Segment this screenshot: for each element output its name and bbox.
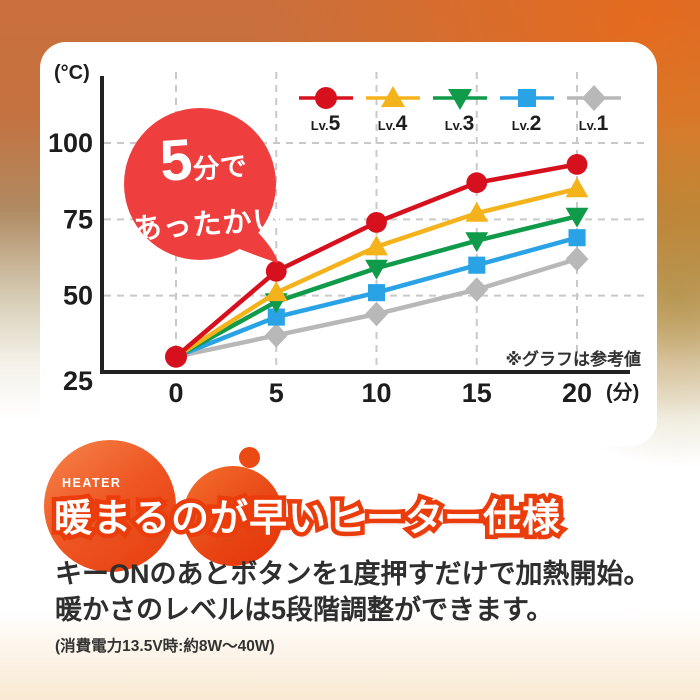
series-marker-lv3 bbox=[465, 232, 489, 253]
series-marker-lv2 bbox=[468, 256, 486, 274]
x-tick-label: 20 bbox=[562, 378, 592, 408]
legend-label: Lv.3 bbox=[445, 113, 475, 134]
speech-bubble-shape bbox=[124, 108, 278, 263]
legend-item-lv2: Lv.2 bbox=[493, 84, 560, 134]
section-title-outline: 暖まるのが早いヒーター仕様 bbox=[49, 494, 564, 545]
legend-marker-shape bbox=[517, 89, 536, 107]
series-marker-lv1 bbox=[465, 277, 489, 302]
series-marker-lv1 bbox=[365, 301, 388, 327]
legend-label-prefix: Lv. bbox=[377, 118, 396, 133]
series-marker-lv4 bbox=[264, 281, 288, 302]
legend-label: Lv.4 bbox=[378, 113, 408, 134]
x-tick-label: 0 bbox=[168, 378, 183, 408]
origin-marker bbox=[165, 345, 187, 368]
series-marker-lv3 bbox=[565, 207, 589, 228]
chart-legend: Lv.5 Lv.4 Lv.3 Lv.2 Lv.1 bbox=[292, 84, 627, 134]
series-marker-lv5 bbox=[265, 260, 287, 282]
legend-label-level: 4 bbox=[395, 112, 408, 135]
chart-reference-note: ※グラフは参考値 bbox=[505, 350, 641, 369]
legend-item-lv5: Lv.5 bbox=[292, 84, 359, 134]
legend-marker-shape bbox=[447, 89, 472, 110]
y-tick-label: 50 bbox=[63, 281, 93, 311]
description-block: キーONのあとボタンを1度押すだけで加熱開始。 暖かさのレベルは5段階調整ができ… bbox=[55, 556, 651, 656]
legend-marker-shape bbox=[380, 86, 405, 107]
series-marker-lv4 bbox=[565, 177, 589, 198]
series-marker-lv3 bbox=[365, 259, 388, 280]
series-marker-lv4 bbox=[465, 201, 489, 222]
section-title-text: 暖まるのが早いヒーター仕様 bbox=[54, 498, 562, 540]
legend-label-prefix: Lv. bbox=[511, 118, 530, 133]
bubble-minutes-label: 分で bbox=[191, 151, 248, 185]
series-marker-lv5 bbox=[566, 153, 588, 175]
legend-label-level: 2 bbox=[529, 112, 542, 135]
legend-label-level: 1 bbox=[596, 112, 609, 135]
legend-marker-diamond-icon bbox=[566, 85, 621, 111]
x-tick-label: 5 bbox=[269, 378, 284, 408]
heater-eyebrow-label: HEATER bbox=[62, 476, 122, 490]
description-line2: 暖かさのレベルは5段階調整ができます。 bbox=[55, 595, 554, 625]
legend-label-level: 5 bbox=[328, 112, 341, 135]
legend-label: Lv.2 bbox=[512, 113, 542, 134]
legend-label-prefix: Lv. bbox=[578, 118, 597, 133]
bubble-text: 5分で あったかい bbox=[106, 124, 303, 250]
legend-marker-square-icon bbox=[499, 89, 554, 107]
legend-item-lv3: Lv.3 bbox=[426, 84, 493, 134]
section-title: 暖まるのが早いヒーター仕様 暖まるのが早いヒーター仕様 bbox=[49, 487, 564, 545]
y-tick-label: 25 bbox=[63, 366, 93, 396]
series-marker-lv5 bbox=[366, 211, 387, 233]
legend-label-prefix: Lv. bbox=[310, 118, 329, 133]
y-tick-label: 75 bbox=[63, 204, 93, 234]
legend-marker-triangle-down-icon bbox=[432, 89, 487, 110]
orange-blob-small bbox=[183, 466, 283, 566]
legend-marker-triangle-up-icon bbox=[365, 86, 420, 107]
series-marker-lv2 bbox=[267, 308, 285, 326]
legend-item-lv1: Lv.1 bbox=[560, 84, 627, 134]
orange-blob-large bbox=[44, 440, 176, 572]
series-marker-lv1 bbox=[264, 323, 288, 348]
series-marker-lv2 bbox=[368, 284, 386, 302]
bubble-number: 5 bbox=[157, 126, 195, 194]
warm-in-5min-bubble: 5分で あったかい bbox=[110, 94, 345, 319]
x-axis-unit-label: (分) bbox=[606, 382, 640, 404]
legend-label: Lv.1 bbox=[579, 113, 609, 134]
legend-item-lv4: Lv.4 bbox=[359, 84, 426, 134]
series-marker-lv5 bbox=[466, 172, 488, 194]
orange-blob-dot bbox=[239, 447, 260, 468]
series-marker-lv1 bbox=[565, 246, 589, 272]
legend-label-prefix: Lv. bbox=[444, 118, 463, 133]
legend-marker-shape bbox=[314, 87, 337, 109]
legend-label-level: 3 bbox=[462, 112, 475, 135]
x-tick-label: 15 bbox=[462, 378, 492, 408]
series-marker-lv4 bbox=[365, 235, 388, 256]
power-consumption-note: (消費電力13.5V時:約8W〜40W) bbox=[55, 638, 275, 655]
y-tick-label: 100 bbox=[48, 128, 93, 158]
x-tick-label: 10 bbox=[361, 378, 391, 408]
description-line1: キーONのあとボタンを1度押すだけで加熱開始。 bbox=[55, 559, 651, 589]
series-marker-lv2 bbox=[568, 229, 586, 247]
legend-marker-shape bbox=[581, 85, 606, 111]
legend-marker-circle-icon bbox=[298, 87, 353, 109]
legend-label: Lv.5 bbox=[311, 113, 341, 134]
chart-card: 0 5 10 15 20 25 50 75 100 (°C) (分) ※グラフは参考値 Lv.5… bbox=[40, 42, 657, 446]
y-axis-unit-label: (°C) bbox=[54, 62, 90, 84]
